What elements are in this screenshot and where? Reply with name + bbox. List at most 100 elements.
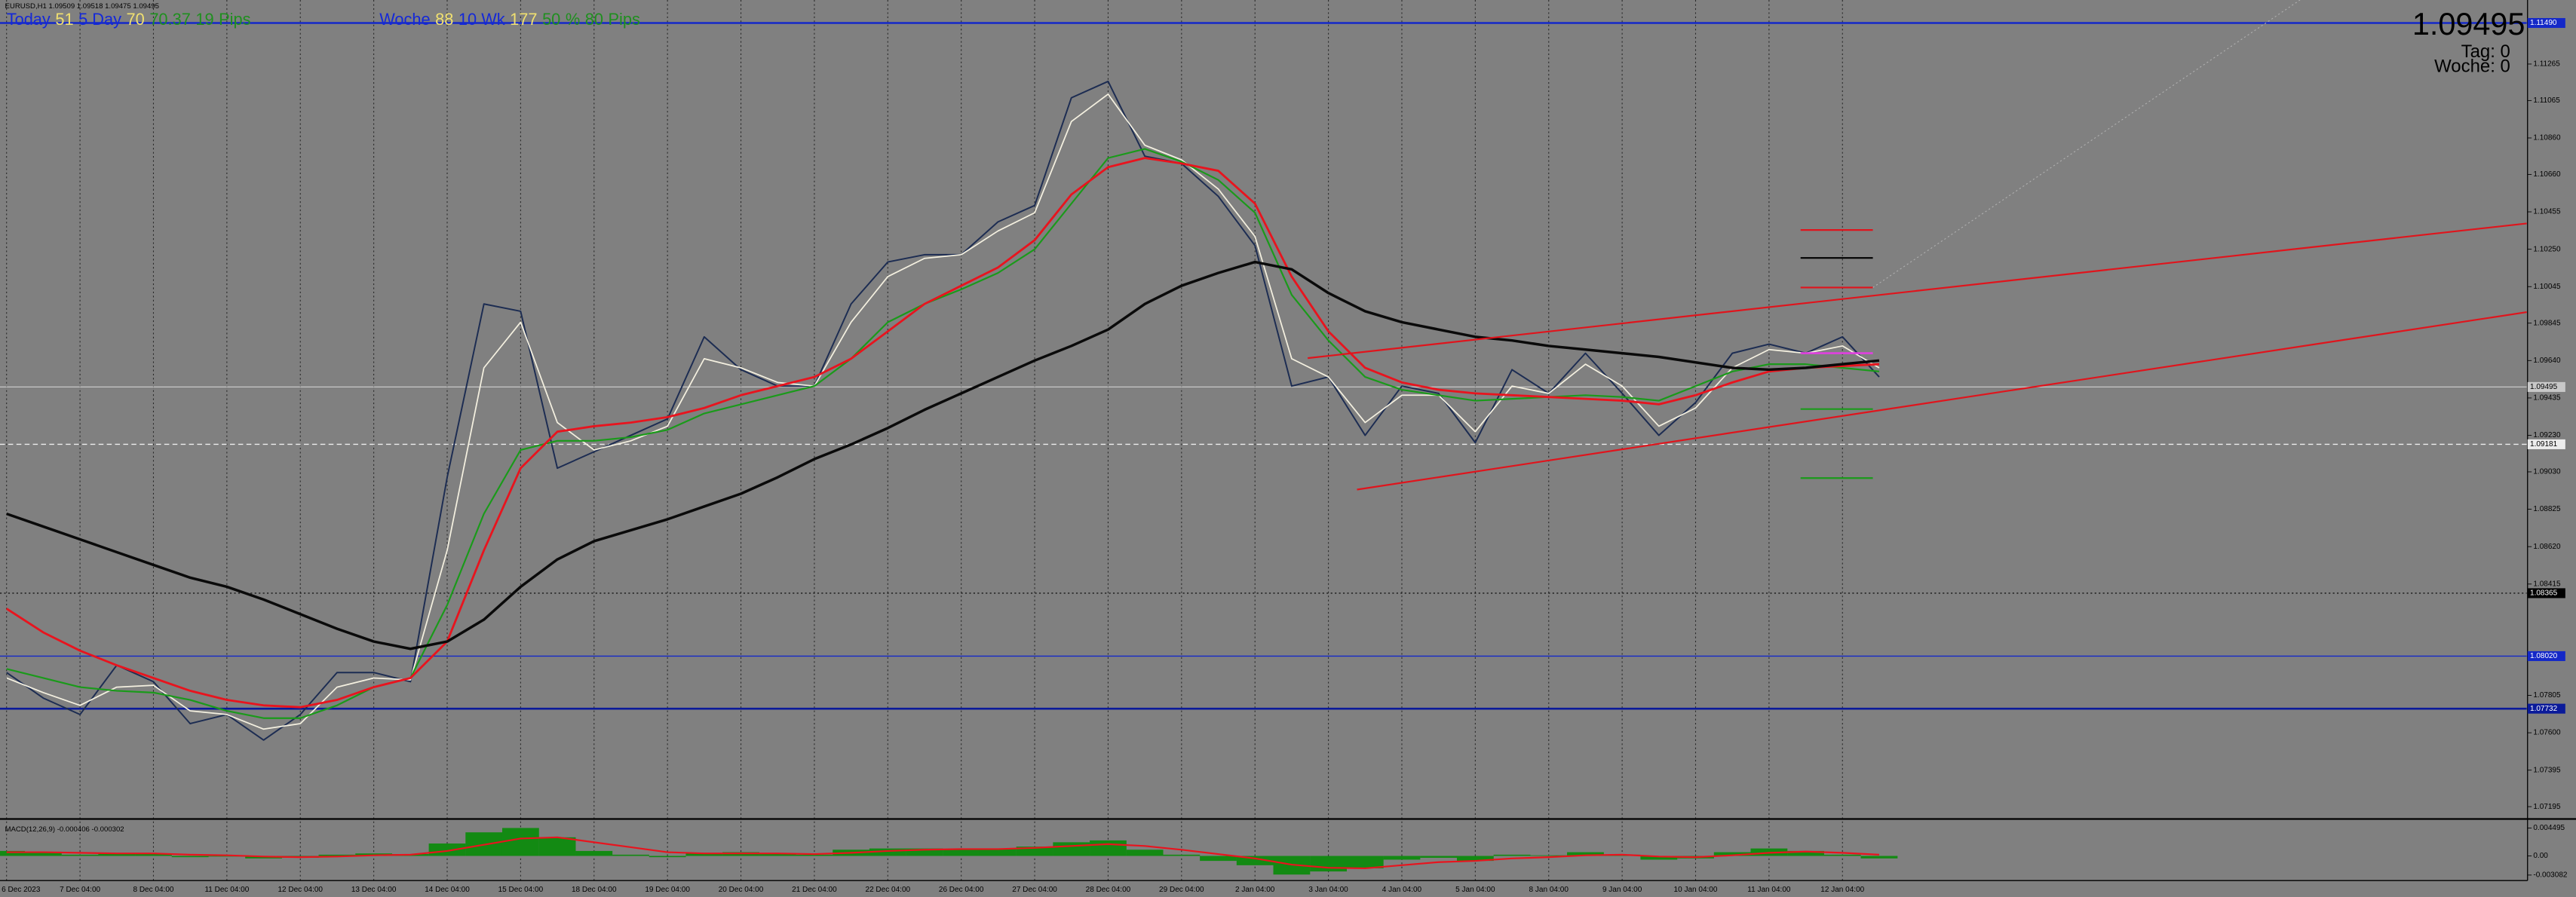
- price-label-box: [2527, 17, 2565, 29]
- y-tick-label: 1.09030: [2533, 468, 2561, 476]
- info-bar: Today 51 5 Day 70 70.37 19 Pips: [7, 10, 251, 29]
- x-tick-label: 13 Dec 04:00: [351, 886, 397, 894]
- y-tick-label: -0.003082: [2533, 871, 2568, 880]
- macd-bar: [318, 854, 356, 856]
- series-line: [6, 93, 1880, 730]
- macd-bar: [0, 850, 26, 856]
- macd-bar: [869, 848, 906, 856]
- macd-bar: [1640, 856, 1678, 860]
- macd-bar: [98, 853, 136, 856]
- y-tick-label: 1.07600: [2533, 729, 2561, 737]
- grid: [6, 0, 1843, 881]
- y-tick-label: 1.10660: [2533, 170, 2561, 179]
- macd-bar: [575, 850, 613, 856]
- y-tick-label: 0.00: [2533, 852, 2548, 860]
- channel-line: [1357, 311, 2527, 491]
- y-tick-label: 1.10455: [2533, 208, 2561, 216]
- macd-bar: [979, 848, 1017, 856]
- macd-bar: [1200, 856, 1237, 862]
- info-item: 70: [127, 10, 145, 29]
- series-line: [6, 260, 1880, 651]
- price-label: 1.11490: [2530, 19, 2557, 27]
- x-tick-label: 12 Dec 04:00: [278, 886, 323, 894]
- y-tick-label: 1.10045: [2533, 283, 2561, 291]
- series-line: [5, 157, 1880, 709]
- info-item: 10 Wk: [458, 10, 505, 29]
- x-tick-label: 5 Jan 04:00: [1455, 886, 1495, 894]
- y-tick-label: 1.11065: [2533, 96, 2560, 105]
- macd-bar: [612, 854, 649, 856]
- signal-line: [6, 836, 1880, 870]
- price-label: 1.09495: [2530, 383, 2558, 391]
- y-tick-label: 1.08825: [2533, 505, 2561, 513]
- price-label-box: [2527, 588, 2565, 599]
- x-tick-label: 19 Dec 04:00: [645, 886, 690, 894]
- macd-bar: [208, 856, 246, 857]
- x-tick-label: 26 Dec 04:00: [939, 886, 984, 894]
- x-tick-label: 6 Dec 2023: [2, 886, 41, 894]
- x-tick-label: 7 Dec 04:00: [60, 886, 100, 894]
- macd-bar: [1163, 854, 1201, 856]
- y-tick-label: 1.07395: [2533, 766, 2561, 774]
- price-label-box: [2527, 703, 2565, 714]
- macd-bar: [906, 848, 943, 856]
- macd-bar: [1236, 856, 1274, 865]
- info-item: Pips: [219, 10, 250, 29]
- tag-counter: Tag: 0: [2461, 41, 2510, 62]
- x-tick-label: 27 Dec 04:00: [1012, 886, 1057, 894]
- macd-bar: [1053, 842, 1090, 856]
- x-tick-label: 21 Dec 04:00: [792, 886, 837, 894]
- axes: 1.11265 1.11065 1.10860 1.10660 1.10455 1.102…: [2, 17, 2568, 894]
- macd-bar: [1456, 856, 1494, 862]
- macd-bar: [171, 856, 209, 858]
- x-tick-label: 20 Dec 04:00: [719, 886, 764, 894]
- channel-line: [1308, 222, 2527, 360]
- x-tick-label: 4 Jan 04:00: [1382, 886, 1422, 894]
- price-label-box: [2527, 381, 2565, 392]
- macd-bar: [428, 843, 466, 856]
- info-item: 80: [585, 10, 603, 29]
- y-tick-label: 1.10860: [2533, 134, 2561, 142]
- x-tick-label: 2 Jan 04:00: [1235, 886, 1275, 894]
- info-item: 19: [195, 10, 213, 29]
- macd-bar: [1090, 840, 1127, 856]
- macd-bar: [685, 853, 723, 856]
- macd-bar: [1787, 850, 1824, 856]
- price-label-box: [2527, 439, 2565, 449]
- x-tick-label: 29 Dec 04:00: [1159, 886, 1204, 894]
- macd-bar: [1823, 854, 1861, 856]
- macd-bar: [1126, 850, 1164, 856]
- macd-bar: [25, 853, 62, 856]
- y-tick-label: 1.10250: [2533, 245, 2561, 253]
- series-line: [6, 148, 1880, 719]
- macd-bar: [538, 837, 576, 856]
- x-tick-label: 14 Dec 04:00: [425, 886, 470, 894]
- y-tick-label: 1.09845: [2533, 319, 2561, 327]
- macd-bar: [759, 854, 796, 856]
- plot-area: [0, 22, 2527, 875]
- macd-bar: [796, 854, 833, 856]
- macd-bar: [501, 828, 539, 856]
- info-item: 51: [55, 10, 73, 29]
- price-label: 1.08365: [2530, 589, 2558, 598]
- macd-bar: [1346, 856, 1384, 868]
- macd-bar: [61, 854, 99, 856]
- x-tick-label: 9 Jan 04:00: [1602, 886, 1642, 894]
- y-tick-label: 1.08620: [2533, 543, 2561, 551]
- info-item: Woche: [379, 10, 430, 29]
- x-tick-label: 12 Jan 04:00: [1820, 886, 1864, 894]
- info-item: 50: [542, 10, 560, 29]
- y-tick-label: 1.09640: [2533, 357, 2561, 365]
- price-label: 1.07732: [2530, 705, 2558, 713]
- y-tick-label: 1.11265: [2533, 60, 2560, 69]
- x-tick-label: 3 Jan 04:00: [1308, 886, 1348, 894]
- info-item: %: [566, 10, 580, 29]
- x-tick-label: 22 Dec 04:00: [866, 886, 911, 894]
- x-tick-label: 10 Jan 04:00: [1674, 886, 1718, 894]
- price-label-box: [2527, 651, 2565, 661]
- macd-bar: [1310, 856, 1347, 872]
- macd-bar: [1420, 856, 1458, 858]
- macd-bar: [1383, 856, 1421, 860]
